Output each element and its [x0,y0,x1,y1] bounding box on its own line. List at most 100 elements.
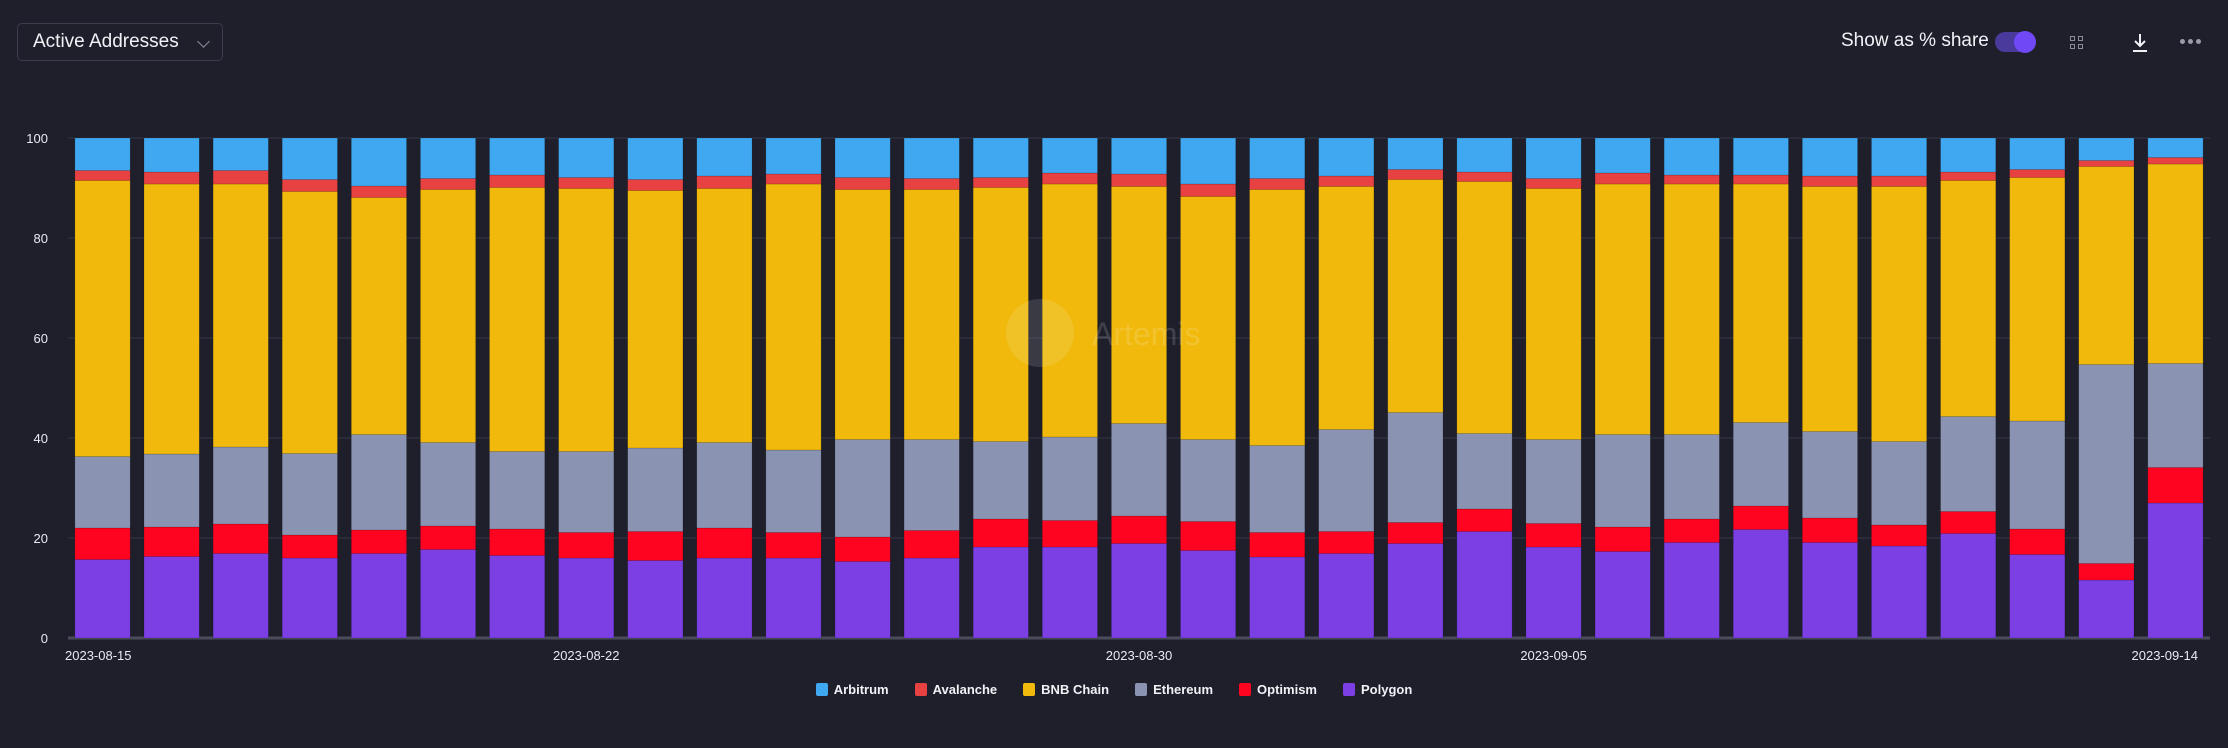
y-tick-label: 20 [34,531,48,546]
download-icon[interactable] [2130,32,2150,54]
bar-segment-bnb-chain [834,189,891,440]
legend-swatch [914,683,927,696]
share-toggle[interactable] [1995,31,2036,53]
bar-segment-avalanche [558,177,615,189]
bar-segment-avalanche [212,170,269,185]
bar-segment-optimism [1525,523,1582,548]
metric-dropdown[interactable]: Active Addresses [17,23,223,61]
legend-item-arbitrum[interactable]: Arbitrum [815,682,889,697]
bar-segment-ethereum [143,453,200,528]
bar-segment-ethereum [696,442,753,529]
legend-item-polygon[interactable]: Polygon [1343,682,1412,697]
toggle-knob [2014,31,2036,53]
bar-segment-avalanche [489,174,546,188]
bar-segment-optimism [972,518,1029,548]
bar-segment-avalanche [972,177,1029,188]
bar-segment-arbitrum [350,137,407,187]
bar-segment-arbitrum [903,137,960,179]
bar-segment-optimism [834,536,891,562]
bar-segment-optimism [489,528,546,556]
bar-segment-arbitrum [1318,137,1375,177]
bar-segment-optimism [281,534,338,559]
bar-segment-polygon [696,557,753,639]
bar-segment-polygon [765,557,822,639]
x-tick-label: 2023-09-14 [2132,648,2199,663]
bar-segment-avalanche [1318,175,1375,187]
bar-segment-ethereum [1871,441,1928,526]
bar-segment-bnb-chain [696,188,753,443]
bar-segment-ethereum [1180,439,1237,522]
bar-segment-avalanche [627,179,684,191]
bar-segment-arbitrum [1180,137,1237,185]
bar-segment-polygon [350,553,407,639]
bar-segment-bnb-chain [1871,186,1928,442]
bar-segment-arbitrum [1940,137,1997,173]
grid-icon[interactable] [2070,36,2084,50]
bar-segment-optimism [1180,521,1237,551]
x-tick-label: 2023-08-15 [65,648,132,663]
legend-item-avalanche[interactable]: Avalanche [914,682,997,697]
legend-swatch [815,683,828,696]
bar-segment-polygon [1940,533,1997,639]
bar-segment-polygon [2078,579,2135,639]
bar-segment-polygon [972,546,1029,639]
bar-segment-ethereum [489,451,546,530]
bar-segment-polygon [420,549,476,639]
bar-segment-polygon [1732,529,1789,639]
bar-segment-avalanche [420,178,476,190]
bar-segment-ethereum [627,447,684,532]
bar-segment-bnb-chain [1802,186,1858,432]
bar-segment-ethereum [1594,434,1651,528]
bar-segment-avalanche [143,171,200,185]
bar-segment-avalanche [2147,157,2204,165]
bar-segment-arbitrum [143,137,200,173]
bar-segment-polygon [1871,545,1928,639]
watermark-logo-icon [1006,299,1074,367]
y-tick-label: 80 [34,231,48,246]
bar-segment-optimism [765,532,822,559]
bar-segment-ethereum [834,439,891,538]
bar-segment-optimism [1940,511,1997,534]
bar-segment-polygon [74,559,131,639]
bar-segment-arbitrum [489,137,546,176]
bar-segment-avalanche [765,173,822,185]
bar-segment-avalanche [74,170,131,181]
bar-segment-bnb-chain [1111,186,1167,424]
bar-segment-arbitrum [1387,137,1444,170]
bar-segment-bnb-chain [1318,186,1375,430]
bar-segment-ethereum [74,456,131,529]
bar-segment-arbitrum [627,137,684,180]
y-tick-label: 100 [26,131,48,146]
legend-item-optimism[interactable]: Optimism [1239,682,1317,697]
bar-segment-bnb-chain [2009,177,2066,422]
bar-segment-bnb-chain [1249,189,1306,446]
bar-segment-polygon [1180,550,1237,639]
bar-segment-ethereum [1387,412,1444,523]
bar-segment-optimism [2009,528,2066,555]
legend-item-ethereum[interactable]: Ethereum [1135,682,1213,697]
bar-segment-avalanche [281,179,338,192]
share-toggle-label: Show as % share [1841,30,1989,51]
bar-segment-arbitrum [1663,137,1720,176]
bar-segment-avalanche [696,175,753,189]
legend-label: Arbitrum [833,682,889,697]
bar-segment-polygon [2009,554,2066,639]
legend-swatch [1023,683,1036,696]
more-icon[interactable] [2180,39,2202,47]
bar-segment-arbitrum [972,137,1029,178]
bar-segment-arbitrum [2078,137,2135,161]
bar-segment-polygon [1387,543,1444,639]
bar-segment-avalanche [2009,169,2066,178]
bar-segment-optimism [1802,517,1858,543]
bar-segment-bnb-chain [1387,179,1444,413]
bar-segment-bnb-chain [627,190,684,449]
bar-segment-ethereum [350,434,407,531]
legend-item-bnb-chain[interactable]: BNB Chain [1023,682,1109,697]
bar-segment-polygon [1456,531,1513,639]
bar-segment-polygon [903,557,960,639]
legend-swatch [1135,683,1148,696]
bar-segment-arbitrum [765,137,822,175]
bar-segment-optimism [420,525,476,550]
bar-segment-avalanche [1180,183,1237,197]
bar-segment-polygon [143,556,200,639]
